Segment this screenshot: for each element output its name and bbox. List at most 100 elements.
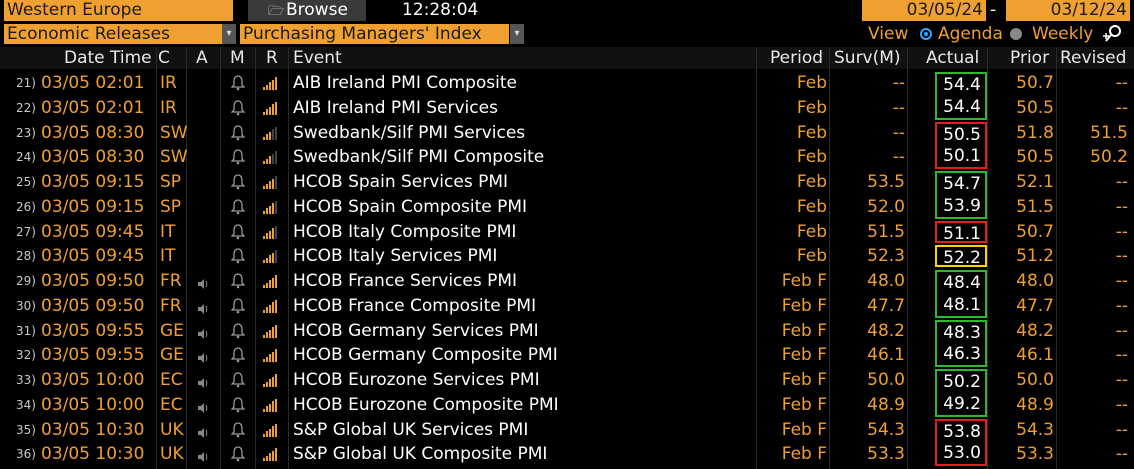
- header-country[interactable]: C: [158, 48, 170, 68]
- row-event[interactable]: HCOB Italy Services PMI: [293, 246, 498, 267]
- speaker-icon[interactable]: [197, 349, 209, 364]
- row-event[interactable]: HCOB Spain Composite PMI: [293, 196, 528, 217]
- header-audio[interactable]: A: [196, 48, 208, 68]
- date-to-input[interactable]: 03/12/24: [1006, 0, 1130, 21]
- row-country[interactable]: IT: [160, 246, 176, 267]
- table-row[interactable]: 31) 03/05 09:55 GE HCOB Germany Services…: [0, 319, 1134, 344]
- bell-icon[interactable]: [230, 372, 246, 388]
- speaker-icon[interactable]: [197, 275, 209, 289]
- speaker-icon[interactable]: [197, 399, 209, 413]
- row-country[interactable]: EC: [160, 370, 183, 390]
- table-row[interactable]: 24) 03/05 08:30 SW Swedbank/Silf PMI Com…: [0, 145, 1134, 170]
- category-dropdown[interactable]: Economic Releases: [4, 24, 223, 44]
- row-country[interactable]: SW: [160, 122, 188, 143]
- speaker-icon[interactable]: [197, 300, 209, 314]
- speaker-icon[interactable]: [197, 448, 209, 463]
- row-country[interactable]: IT: [160, 221, 176, 242]
- category-dropdown-arrow[interactable]: ▾: [222, 24, 236, 44]
- browse-button[interactable]: 🗁 Browse: [248, 0, 366, 21]
- row-country[interactable]: SW: [160, 147, 188, 168]
- row-event[interactable]: HCOB Germany Composite PMI: [293, 345, 558, 366]
- indicator-dropdown[interactable]: Purchasing Managers' Index: [240, 24, 509, 44]
- row-event[interactable]: AIB Ireland PMI Composite: [293, 73, 517, 93]
- row-country[interactable]: GE: [160, 320, 184, 341]
- header-datetime[interactable]: Date Time: [64, 48, 152, 68]
- row-country[interactable]: SP: [160, 172, 182, 192]
- agenda-label[interactable]: Agenda: [938, 24, 1003, 44]
- table-row[interactable]: 27) 03/05 09:45 IT HCOB Italy Composite …: [0, 220, 1134, 245]
- bell-icon[interactable]: [230, 174, 246, 190]
- row-country[interactable]: UK: [160, 419, 184, 440]
- row-event[interactable]: HCOB France Services PMI: [293, 271, 518, 291]
- bell-icon[interactable]: [230, 446, 246, 462]
- agenda-radio[interactable]: [920, 28, 932, 40]
- bell-icon[interactable]: [230, 199, 246, 215]
- header-relevance[interactable]: R: [266, 48, 278, 68]
- bell-icon[interactable]: [230, 347, 246, 363]
- date-from-input[interactable]: 03/05/24: [862, 0, 986, 21]
- table-row[interactable]: 26) 03/05 09:15 SP HCOB Spain Composite …: [0, 194, 1134, 220]
- bell-icon[interactable]: [230, 397, 246, 413]
- row-event[interactable]: HCOB France Composite PMI: [293, 295, 537, 316]
- table-row[interactable]: 21) 03/05 02:01 IR AIB Ireland PMI Compo…: [0, 71, 1134, 96]
- row-event[interactable]: HCOB Eurozone Composite PMI: [293, 394, 559, 415]
- header-period[interactable]: Period: [770, 48, 824, 68]
- bell-icon[interactable]: [230, 322, 246, 339]
- speaker-icon[interactable]: [197, 325, 209, 339]
- actual-highlight-box: 48.4: [935, 270, 987, 294]
- header-monitor[interactable]: M: [230, 48, 245, 68]
- table-row[interactable]: 23) 03/05 08:30 SW Swedbank/Silf PMI Ser…: [0, 121, 1134, 146]
- bell-icon[interactable]: [230, 298, 246, 314]
- speaker-icon[interactable]: [197, 424, 209, 438]
- table-row[interactable]: 35) 03/05 10:30 UK S&P Global UK Service…: [0, 418, 1134, 443]
- row-country[interactable]: FR: [160, 271, 182, 291]
- bell-icon[interactable]: [230, 273, 246, 289]
- region-selector[interactable]: Western Europe: [4, 0, 233, 21]
- bell-icon[interactable]: [230, 248, 246, 264]
- indicator-dropdown-arrow[interactable]: ▾: [510, 24, 524, 44]
- row-event[interactable]: AIB Ireland PMI Services: [293, 97, 498, 118]
- header-revised[interactable]: Revised: [1060, 48, 1127, 68]
- table-row[interactable]: 29) 03/05 09:50 FR HCOB France Services …: [0, 269, 1134, 294]
- user-search-icon[interactable]: [1100, 24, 1126, 44]
- speaker-icon[interactable]: [197, 374, 209, 388]
- table-row[interactable]: 32) 03/05 09:55 GE HCOB Germany Composit…: [0, 343, 1134, 368]
- bell-icon[interactable]: [230, 421, 246, 438]
- header-prior[interactable]: Prior: [1010, 48, 1050, 68]
- row-event[interactable]: HCOB Italy Composite PMI: [293, 221, 517, 242]
- row-event[interactable]: HCOB Germany Services PMI: [293, 320, 539, 341]
- row-event[interactable]: Swedbank/Silf PMI Composite: [293, 147, 545, 168]
- row-event[interactable]: Swedbank/Silf PMI Services: [293, 122, 526, 143]
- table-row[interactable]: 34) 03/05 10:00 EC HCOB Eurozone Composi…: [0, 392, 1134, 418]
- row-country[interactable]: GE: [160, 345, 184, 366]
- weekly-radio[interactable]: [1010, 28, 1022, 40]
- row-actual: 50.2: [943, 372, 981, 392]
- table-row[interactable]: 22) 03/05 02:01 IR AIB Ireland PMI Servi…: [0, 95, 1134, 121]
- bell-icon[interactable]: [230, 149, 246, 165]
- row-prior: 48.9: [1016, 394, 1054, 415]
- table-row[interactable]: 36) 03/05 10:30 UK S&P Global UK Composi…: [0, 442, 1134, 467]
- row-event[interactable]: S&P Global UK Composite PMI: [293, 444, 548, 465]
- header-survey[interactable]: Surv(M): [834, 48, 901, 68]
- table-row[interactable]: 30) 03/05 09:50 FR HCOB France Composite…: [0, 293, 1134, 319]
- row-country[interactable]: FR: [160, 295, 182, 316]
- row-country[interactable]: SP: [160, 196, 182, 217]
- bell-icon[interactable]: [230, 75, 246, 91]
- header-actual[interactable]: Actual: [926, 48, 980, 68]
- row-event[interactable]: HCOB Spain Services PMI: [293, 172, 509, 192]
- row-country[interactable]: IR: [160, 97, 177, 118]
- row-event[interactable]: HCOB Eurozone Services PMI: [293, 370, 540, 390]
- bell-icon[interactable]: [230, 100, 246, 116]
- weekly-label[interactable]: Weekly: [1032, 24, 1094, 44]
- bell-icon[interactable]: [230, 124, 246, 141]
- table-row[interactable]: 33) 03/05 10:00 EC HCOB Eurozone Service…: [0, 368, 1134, 393]
- bell-icon[interactable]: [230, 223, 246, 240]
- row-country[interactable]: UK: [160, 444, 184, 465]
- table-row[interactable]: 25) 03/05 09:15 SP HCOB Spain Services P…: [0, 170, 1134, 195]
- row-country[interactable]: EC: [160, 394, 183, 415]
- relevance-bars-icon: [263, 447, 277, 462]
- row-country[interactable]: IR: [160, 73, 177, 93]
- table-row[interactable]: 28) 03/05 09:45 IT HCOB Italy Services P…: [0, 244, 1134, 269]
- row-event[interactable]: S&P Global UK Services PMI: [293, 419, 529, 440]
- header-event[interactable]: Event: [293, 48, 342, 68]
